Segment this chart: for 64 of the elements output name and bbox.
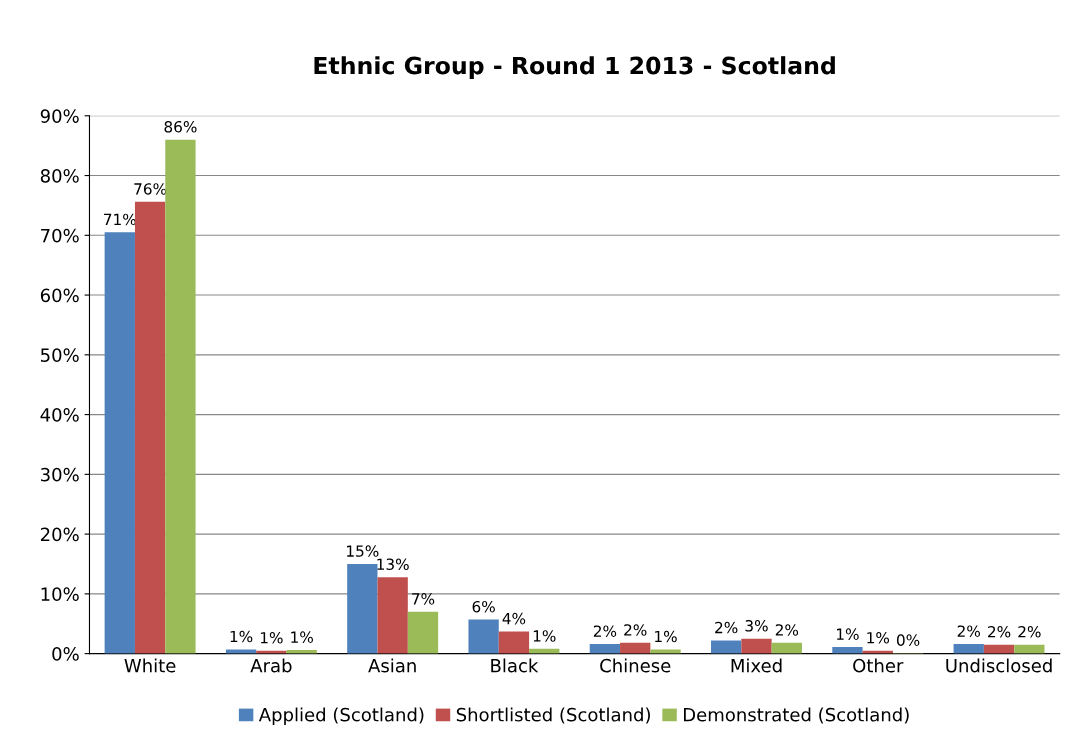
bar bbox=[498, 631, 530, 654]
data-label: 2% bbox=[624, 624, 647, 636]
data-label: 1% bbox=[655, 630, 677, 643]
bar bbox=[711, 640, 742, 654]
data-label: 1% bbox=[260, 631, 283, 644]
bar bbox=[650, 649, 681, 654]
data-label: 2% bbox=[593, 625, 617, 637]
legend-label: Shortlisted (Scotland) bbox=[456, 707, 650, 724]
data-label: 2% bbox=[988, 625, 1011, 638]
x-tick-label: White bbox=[124, 658, 176, 673]
x-tick-label: Arab bbox=[250, 658, 292, 673]
y-tick-label: 70% bbox=[41, 228, 79, 243]
x-tick-label: Black bbox=[491, 658, 539, 673]
data-label: 0% bbox=[896, 634, 920, 646]
data-label: 1% bbox=[230, 630, 253, 643]
bar bbox=[620, 642, 651, 654]
x-tick-label: Undisclosed bbox=[946, 658, 1052, 673]
data-label: 7% bbox=[412, 593, 435, 605]
y-tick-label: 30% bbox=[41, 467, 79, 482]
legend-label: Applied (Scotland) bbox=[258, 707, 424, 725]
x-tick-label: Chinese bbox=[600, 658, 671, 673]
bar bbox=[347, 563, 378, 654]
y-tick-label: 80% bbox=[40, 169, 79, 183]
x-tick-label: Mixed bbox=[731, 658, 782, 673]
y-tick-label: 40% bbox=[40, 408, 79, 422]
y-tick-label: 60% bbox=[40, 288, 79, 303]
data-label: 1% bbox=[867, 631, 890, 644]
bar bbox=[407, 611, 439, 654]
data-label: 76% bbox=[134, 183, 167, 195]
data-label: 1% bbox=[533, 630, 556, 642]
bar bbox=[832, 647, 863, 654]
data-label: 3% bbox=[745, 620, 768, 632]
y-tick-label: 90% bbox=[40, 109, 79, 123]
data-label: 2% bbox=[957, 625, 980, 637]
y-tick-label: 0% bbox=[52, 647, 79, 661]
data-label: 15% bbox=[347, 545, 379, 557]
data-label: 1% bbox=[291, 631, 313, 643]
bar bbox=[377, 577, 408, 654]
data-label: 86% bbox=[164, 121, 197, 133]
bar bbox=[225, 649, 257, 654]
bar bbox=[1014, 644, 1045, 654]
data-label: 2% bbox=[775, 624, 799, 636]
y-tick-label: 10% bbox=[41, 587, 79, 601]
bar bbox=[104, 232, 135, 654]
bar bbox=[741, 638, 772, 654]
x-tick-label: Other bbox=[853, 658, 904, 673]
y-tick-label: 50% bbox=[41, 348, 79, 362]
data-label: 71% bbox=[104, 213, 136, 226]
bar bbox=[165, 139, 196, 654]
chart-title: Ethnic Group - Round 1 2013 - Scotland bbox=[314, 56, 835, 80]
bar bbox=[953, 644, 984, 654]
data-label: 1% bbox=[837, 628, 859, 640]
data-label: 2% bbox=[1018, 625, 1041, 638]
bar bbox=[134, 201, 166, 654]
legend-label: Demonstrated (Scotland) bbox=[683, 707, 909, 724]
data-label: 13% bbox=[377, 558, 409, 571]
y-tick-label: 20% bbox=[40, 527, 79, 542]
data-label: 4% bbox=[502, 612, 526, 625]
bar bbox=[589, 644, 621, 654]
data-label: 6% bbox=[472, 600, 495, 613]
bar bbox=[468, 619, 499, 654]
data-label: 2% bbox=[715, 621, 738, 634]
x-tick-label: Asian bbox=[368, 658, 416, 673]
bar bbox=[771, 642, 802, 654]
